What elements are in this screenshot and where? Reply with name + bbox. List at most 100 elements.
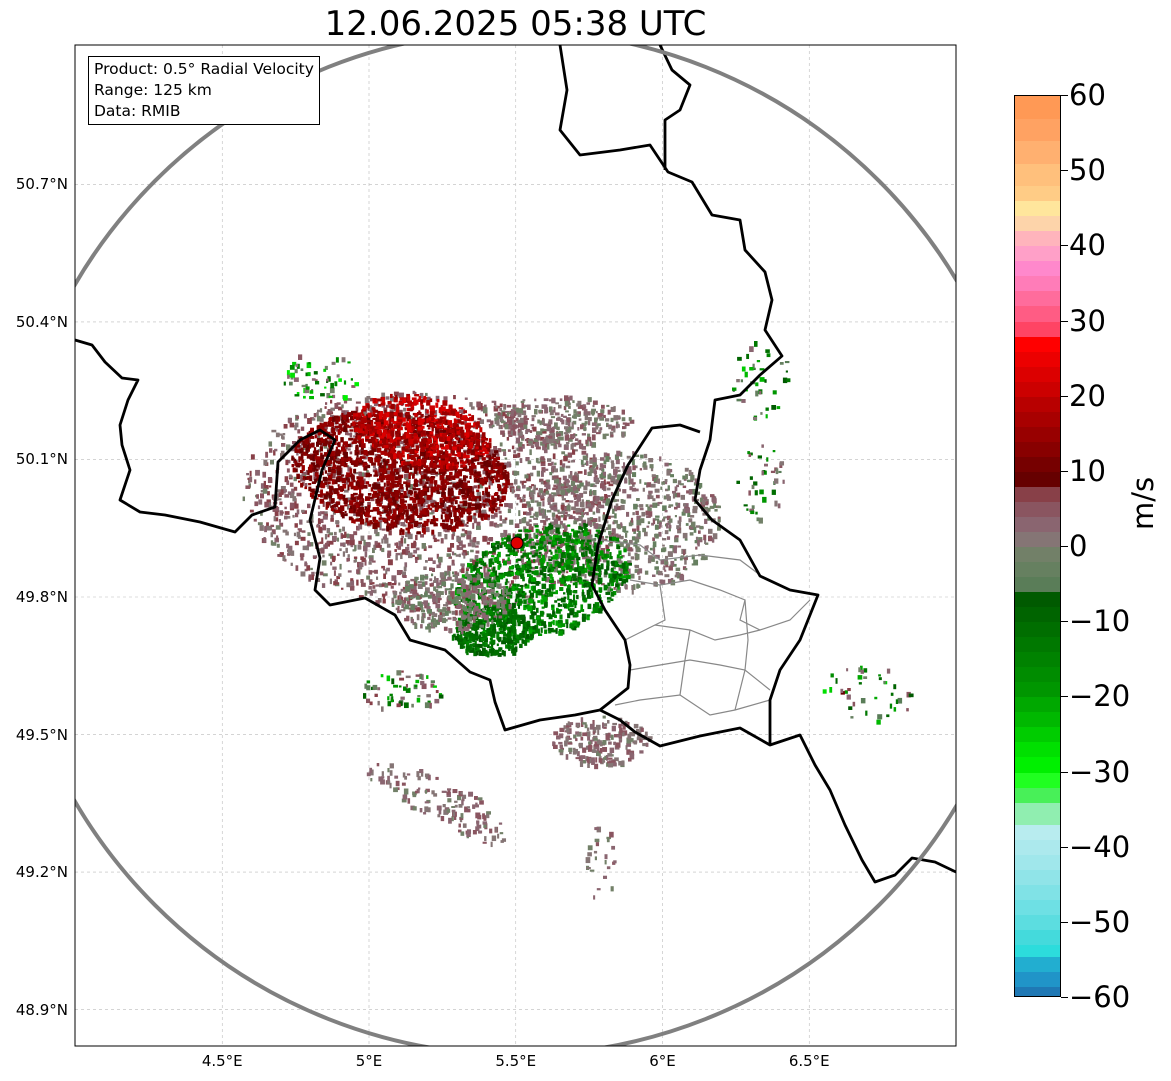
radar-echo xyxy=(374,426,378,430)
radar-echo xyxy=(670,474,675,478)
radar-echo xyxy=(693,526,697,533)
radar-echo xyxy=(300,571,306,577)
radar-echo xyxy=(575,486,580,492)
radar-echo xyxy=(480,403,483,409)
radar-echo xyxy=(284,494,290,498)
radar-echo xyxy=(412,510,417,515)
radar-echo xyxy=(374,492,379,495)
radar-echo xyxy=(551,525,556,528)
radar-echo xyxy=(536,434,541,437)
radar-echo xyxy=(387,504,392,508)
radar-echo xyxy=(593,523,598,529)
radar-echo xyxy=(633,531,636,534)
radar-echo xyxy=(444,438,449,445)
radar-echo xyxy=(419,512,425,516)
radar-echo xyxy=(681,511,686,516)
radar-echo xyxy=(447,442,452,446)
radar-echo xyxy=(487,462,492,468)
radar-echo xyxy=(559,459,563,466)
radar-echo xyxy=(674,558,677,561)
radar-echo xyxy=(490,509,494,514)
radar-echo xyxy=(355,495,359,500)
radar-echo xyxy=(369,557,374,562)
radar-echo xyxy=(400,494,404,499)
radar-echo xyxy=(642,487,645,492)
radar-echo xyxy=(572,420,577,425)
radar-echo xyxy=(320,459,324,464)
radar-echo xyxy=(460,520,465,525)
radar-echo xyxy=(262,471,267,478)
radar-echo xyxy=(592,496,597,503)
radar-echo xyxy=(605,535,609,539)
radar-echo xyxy=(359,493,363,498)
radar-echo xyxy=(328,441,331,448)
radar-echo xyxy=(308,574,312,580)
radar-echo xyxy=(407,522,411,529)
radar-echo xyxy=(584,414,588,421)
radar-echo xyxy=(687,479,691,483)
radar-echo xyxy=(434,456,440,463)
radar-echo xyxy=(300,447,304,451)
radar-echo xyxy=(391,412,394,417)
radar-echo xyxy=(345,419,350,423)
radar-echo xyxy=(668,526,671,532)
radar-echo xyxy=(417,426,423,431)
radar-echo xyxy=(471,449,475,454)
radar-echo xyxy=(652,518,657,521)
radar-echo xyxy=(645,510,651,516)
radar-echo xyxy=(300,482,304,488)
radar-echo xyxy=(282,489,286,494)
radar-echo xyxy=(309,475,313,482)
radar-echo xyxy=(355,512,361,517)
radar-echo xyxy=(300,477,305,482)
radar-echo xyxy=(544,436,549,443)
radar-echo xyxy=(389,412,392,419)
radar-echo xyxy=(499,503,503,507)
radar-echo xyxy=(486,419,491,423)
radar-echo xyxy=(360,535,365,541)
radar-echo xyxy=(638,575,641,581)
radar-echo xyxy=(613,505,618,512)
radar-echo xyxy=(547,496,553,502)
radar-echo xyxy=(408,489,412,494)
radar-echo xyxy=(292,467,296,473)
radar-echo xyxy=(627,552,631,557)
radar-echo xyxy=(375,600,380,606)
radar-echo xyxy=(591,411,595,416)
radar-echo xyxy=(580,424,584,430)
radar-echo xyxy=(589,538,595,542)
radar-echo xyxy=(617,582,621,585)
radar-echo xyxy=(611,463,615,469)
radar-echo xyxy=(636,498,640,502)
radar-echo xyxy=(513,454,518,459)
radar-echo xyxy=(667,551,673,557)
radar-echo xyxy=(386,521,389,526)
radar-echo xyxy=(362,405,367,410)
radar-echo xyxy=(490,464,494,471)
radar-echo xyxy=(458,553,461,558)
radar-echo xyxy=(337,494,340,499)
radar-echo xyxy=(537,419,540,424)
radar-echo xyxy=(553,567,559,573)
radar-echo xyxy=(319,541,324,544)
radar-echo xyxy=(274,448,278,452)
radar-echo xyxy=(467,516,472,522)
radar-echo xyxy=(397,419,403,423)
radar-echo xyxy=(516,447,519,452)
radar-echo xyxy=(552,560,557,566)
radar-echo xyxy=(454,516,457,523)
radar-echo xyxy=(567,503,570,506)
radar-echo xyxy=(331,479,335,485)
radar-echo xyxy=(385,439,389,444)
radar-echo xyxy=(400,440,404,445)
radar-echo xyxy=(526,473,531,477)
radar-echo xyxy=(360,556,364,561)
radar-echo xyxy=(320,438,326,443)
radar-echo xyxy=(637,571,640,575)
radar-echo xyxy=(333,459,337,462)
radar-echo xyxy=(346,497,351,502)
radar-echo xyxy=(551,409,554,416)
radar-echo xyxy=(551,461,554,466)
radar-echo xyxy=(429,477,434,484)
radar-echo xyxy=(355,446,359,452)
